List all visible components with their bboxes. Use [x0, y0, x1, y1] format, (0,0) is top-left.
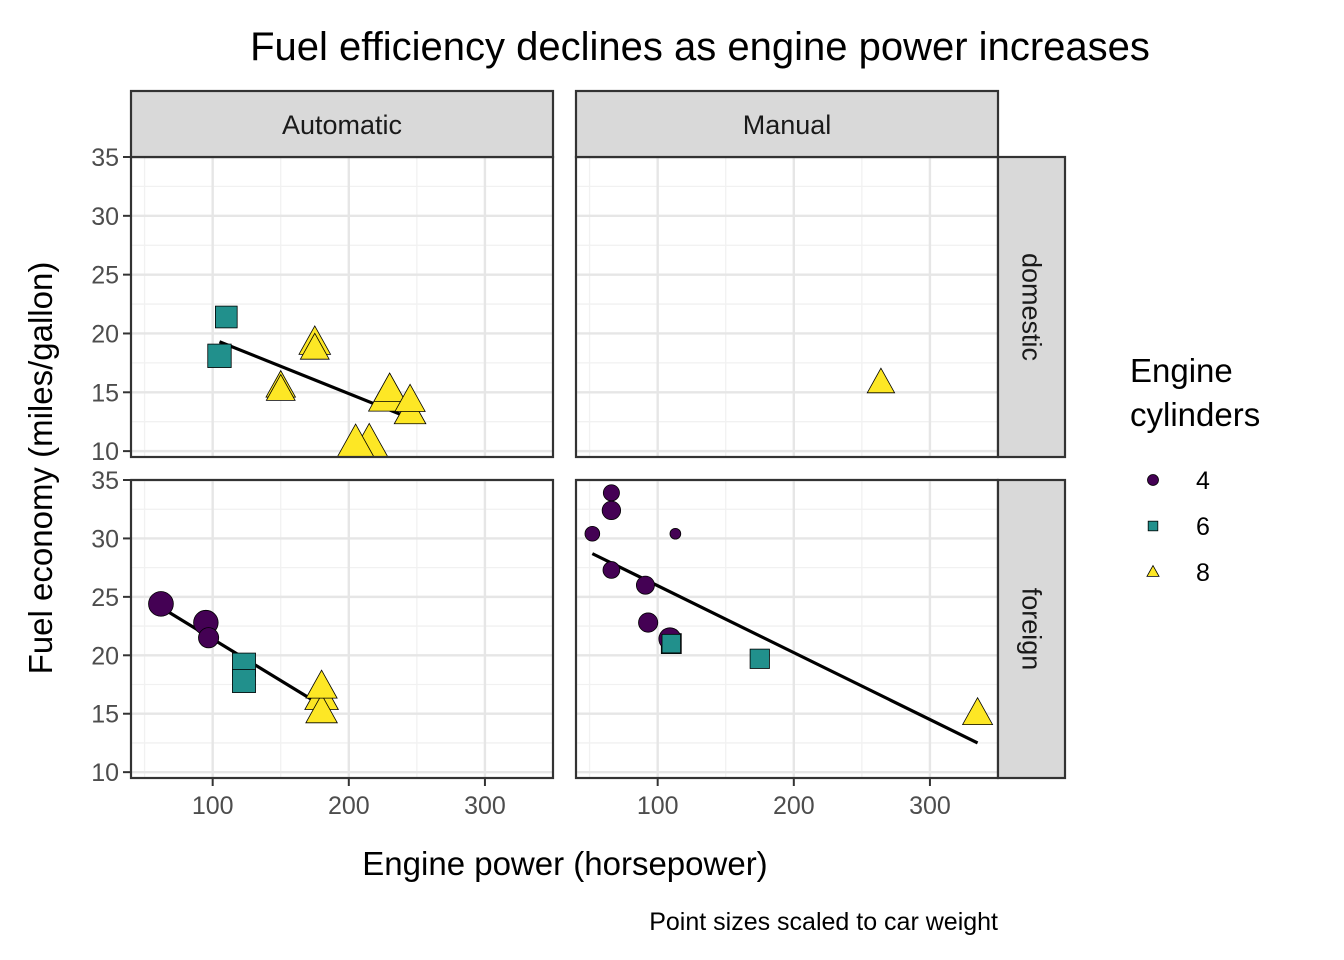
strip-background-foreign — [996, 478, 1067, 780]
y-tick-label: 25 — [91, 262, 119, 290]
y-tick-label: 10 — [91, 438, 119, 466]
y-tick-label: 30 — [91, 525, 119, 553]
y-tick-label: 15 — [91, 701, 119, 729]
data-point-cyl-4 — [601, 500, 622, 521]
panel-marks — [207, 305, 427, 457]
data-point-cyl-6 — [661, 633, 681, 654]
strip-background-manual — [574, 89, 1000, 159]
trend-line — [591, 552, 979, 745]
strip-label-automatic: Automatic — [282, 110, 402, 140]
x-tick-label: 200 — [773, 792, 815, 820]
legend-key-8 — [1146, 564, 1160, 577]
y-tick-label: 10 — [91, 759, 119, 787]
x-tick-label: 300 — [464, 792, 506, 820]
x-axis-title: Engine power (horsepower) — [362, 845, 767, 882]
y-tick-label: 35 — [91, 467, 119, 495]
legend-item-4: 4 — [1147, 467, 1210, 495]
y-tick-label: 30 — [91, 203, 119, 231]
x-tick-label: 200 — [328, 792, 370, 820]
data-point-cyl-4 — [638, 612, 659, 633]
strip-label-manual: Manual — [743, 110, 832, 140]
data-point-cyl-4 — [602, 561, 621, 579]
legend: Engine cylinders 4 6 8 — [1130, 352, 1260, 587]
data-point-cyl-6 — [207, 343, 232, 368]
legend-key-6 — [1147, 520, 1159, 532]
data-point-cyl-6 — [749, 648, 770, 669]
legend-title-line-1: Engine — [1130, 352, 1233, 389]
facet-strips: Automatic Manual domestic foreign — [129, 89, 1067, 780]
strip-label-foreign: foreign — [1017, 588, 1047, 671]
y-tick-label: 20 — [91, 320, 119, 348]
x-tick-label: 100 — [637, 792, 679, 820]
legend-label-4: 4 — [1196, 467, 1210, 495]
legend-title-line-2: cylinders — [1130, 396, 1260, 433]
panel-background — [131, 157, 553, 457]
legend-item-6: 6 — [1147, 513, 1210, 541]
data-point-cyl-8 — [961, 696, 994, 725]
panel-background — [576, 157, 998, 457]
y-tick-label: 25 — [91, 584, 119, 612]
data-point-cyl-4 — [198, 627, 220, 649]
panel-marks — [148, 591, 340, 724]
strip-background-domestic — [996, 155, 1067, 459]
y-axis-title: Fuel economy (miles/gallon) — [22, 262, 59, 675]
panel-automatic-foreign — [129, 478, 555, 780]
legend-item-8: 8 — [1146, 559, 1210, 587]
panel-background — [576, 480, 998, 778]
data-point-cyl-8 — [866, 367, 896, 394]
data-point-cyl-8 — [373, 372, 407, 402]
panel-marks — [866, 367, 896, 394]
panels-area — [129, 155, 1000, 780]
panel-border — [129, 478, 555, 780]
x-tick-label: 100 — [192, 792, 234, 820]
x-tick-label: 300 — [909, 792, 951, 820]
chart-caption: Point sizes scaled to car weight — [649, 908, 998, 936]
data-point-cyl-8 — [299, 332, 330, 360]
y-tick-label: 20 — [91, 642, 119, 670]
legend-key-4 — [1147, 474, 1159, 486]
chart-title: Fuel efficiency declines as engine power… — [250, 25, 1150, 69]
panel-automatic-domestic — [129, 155, 555, 459]
panel-manual-foreign — [574, 478, 1000, 780]
data-point-cyl-4 — [148, 591, 174, 617]
data-point-cyl-8 — [336, 423, 375, 457]
panel-manual-domestic — [574, 155, 1000, 459]
y-tick-label: 35 — [91, 144, 119, 172]
data-point-cyl-4 — [584, 525, 601, 542]
y-tick-label: 15 — [91, 379, 119, 407]
data-point-cyl-8 — [305, 669, 338, 699]
data-point-cyl-8 — [265, 373, 296, 401]
data-point-cyl-8 — [305, 693, 338, 724]
data-point-cyl-4 — [635, 575, 655, 595]
data-point-cyl-8 — [394, 383, 426, 412]
data-point-cyl-4 — [602, 484, 620, 502]
data-point-cyl-6 — [232, 669, 256, 693]
panel-marks — [584, 484, 994, 745]
strip-label-domestic: domestic — [1017, 253, 1047, 361]
legend-label-6: 6 — [1196, 513, 1210, 541]
legend-label-8: 8 — [1196, 559, 1210, 587]
data-point-cyl-4 — [669, 527, 682, 540]
data-point-cyl-6 — [215, 305, 238, 329]
strip-background-automatic — [129, 89, 555, 159]
